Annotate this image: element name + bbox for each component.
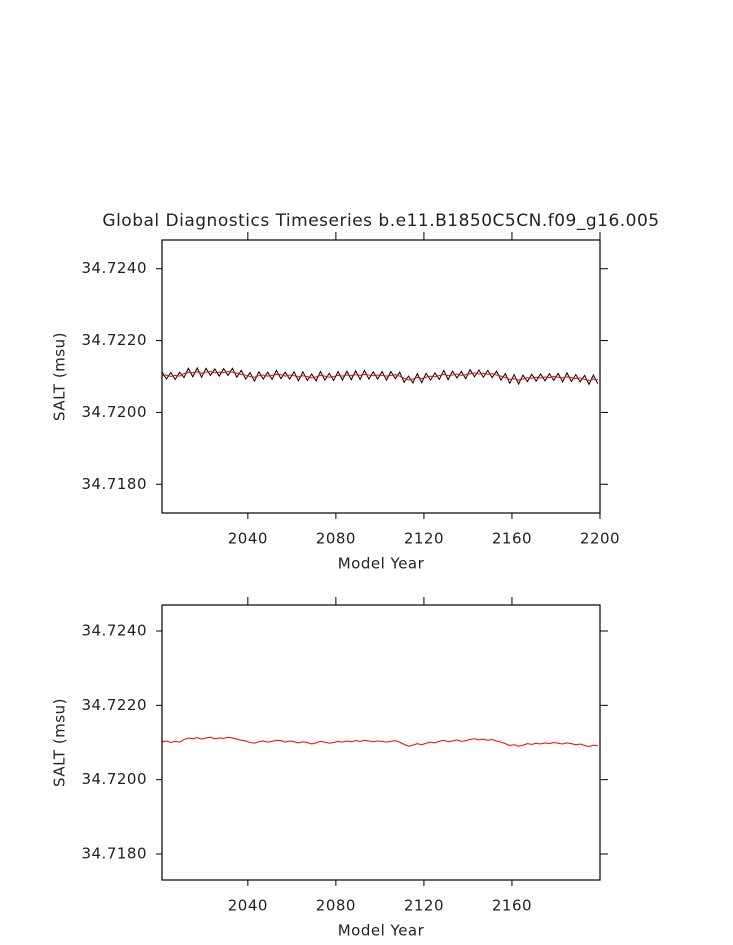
y-tick-label: 34.7240 — [81, 259, 147, 277]
x-axis-label: Model Year — [338, 555, 425, 573]
y-axis-label: SALT (msu) — [51, 698, 69, 787]
y-tick-label: 34.7200 — [81, 770, 147, 788]
chart-title: Global Diagnostics Timeseries b.e11.B185… — [102, 211, 659, 231]
x-tick-label: 2120 — [404, 530, 444, 548]
y-tick-label: 34.7180 — [81, 475, 147, 493]
series-line — [161, 736, 598, 748]
y-tick-label: 34.7240 — [81, 622, 147, 640]
plot-frame — [161, 239, 601, 514]
x-axis-label: Model Year — [338, 922, 425, 940]
x-tick-label: 2080 — [316, 897, 356, 915]
series-line — [161, 370, 598, 381]
y-tick-label: 34.7220 — [81, 331, 147, 349]
x-tick-label: 2040 — [228, 530, 268, 548]
series-line — [161, 366, 599, 386]
x-tick-label: 2200 — [580, 530, 620, 548]
y-tick-label: 34.7180 — [81, 844, 147, 862]
plot-frame — [161, 604, 601, 881]
y-tick-label: 34.7200 — [81, 403, 147, 421]
x-tick-label: 2080 — [316, 530, 356, 548]
x-tick-label: 2160 — [492, 530, 532, 548]
y-tick-label: 34.7220 — [81, 696, 147, 714]
x-tick-label: 2160 — [492, 897, 532, 915]
x-tick-label: 2120 — [404, 897, 444, 915]
y-axis-label: SALT (msu) — [51, 332, 69, 421]
x-tick-label: 2040 — [228, 897, 268, 915]
